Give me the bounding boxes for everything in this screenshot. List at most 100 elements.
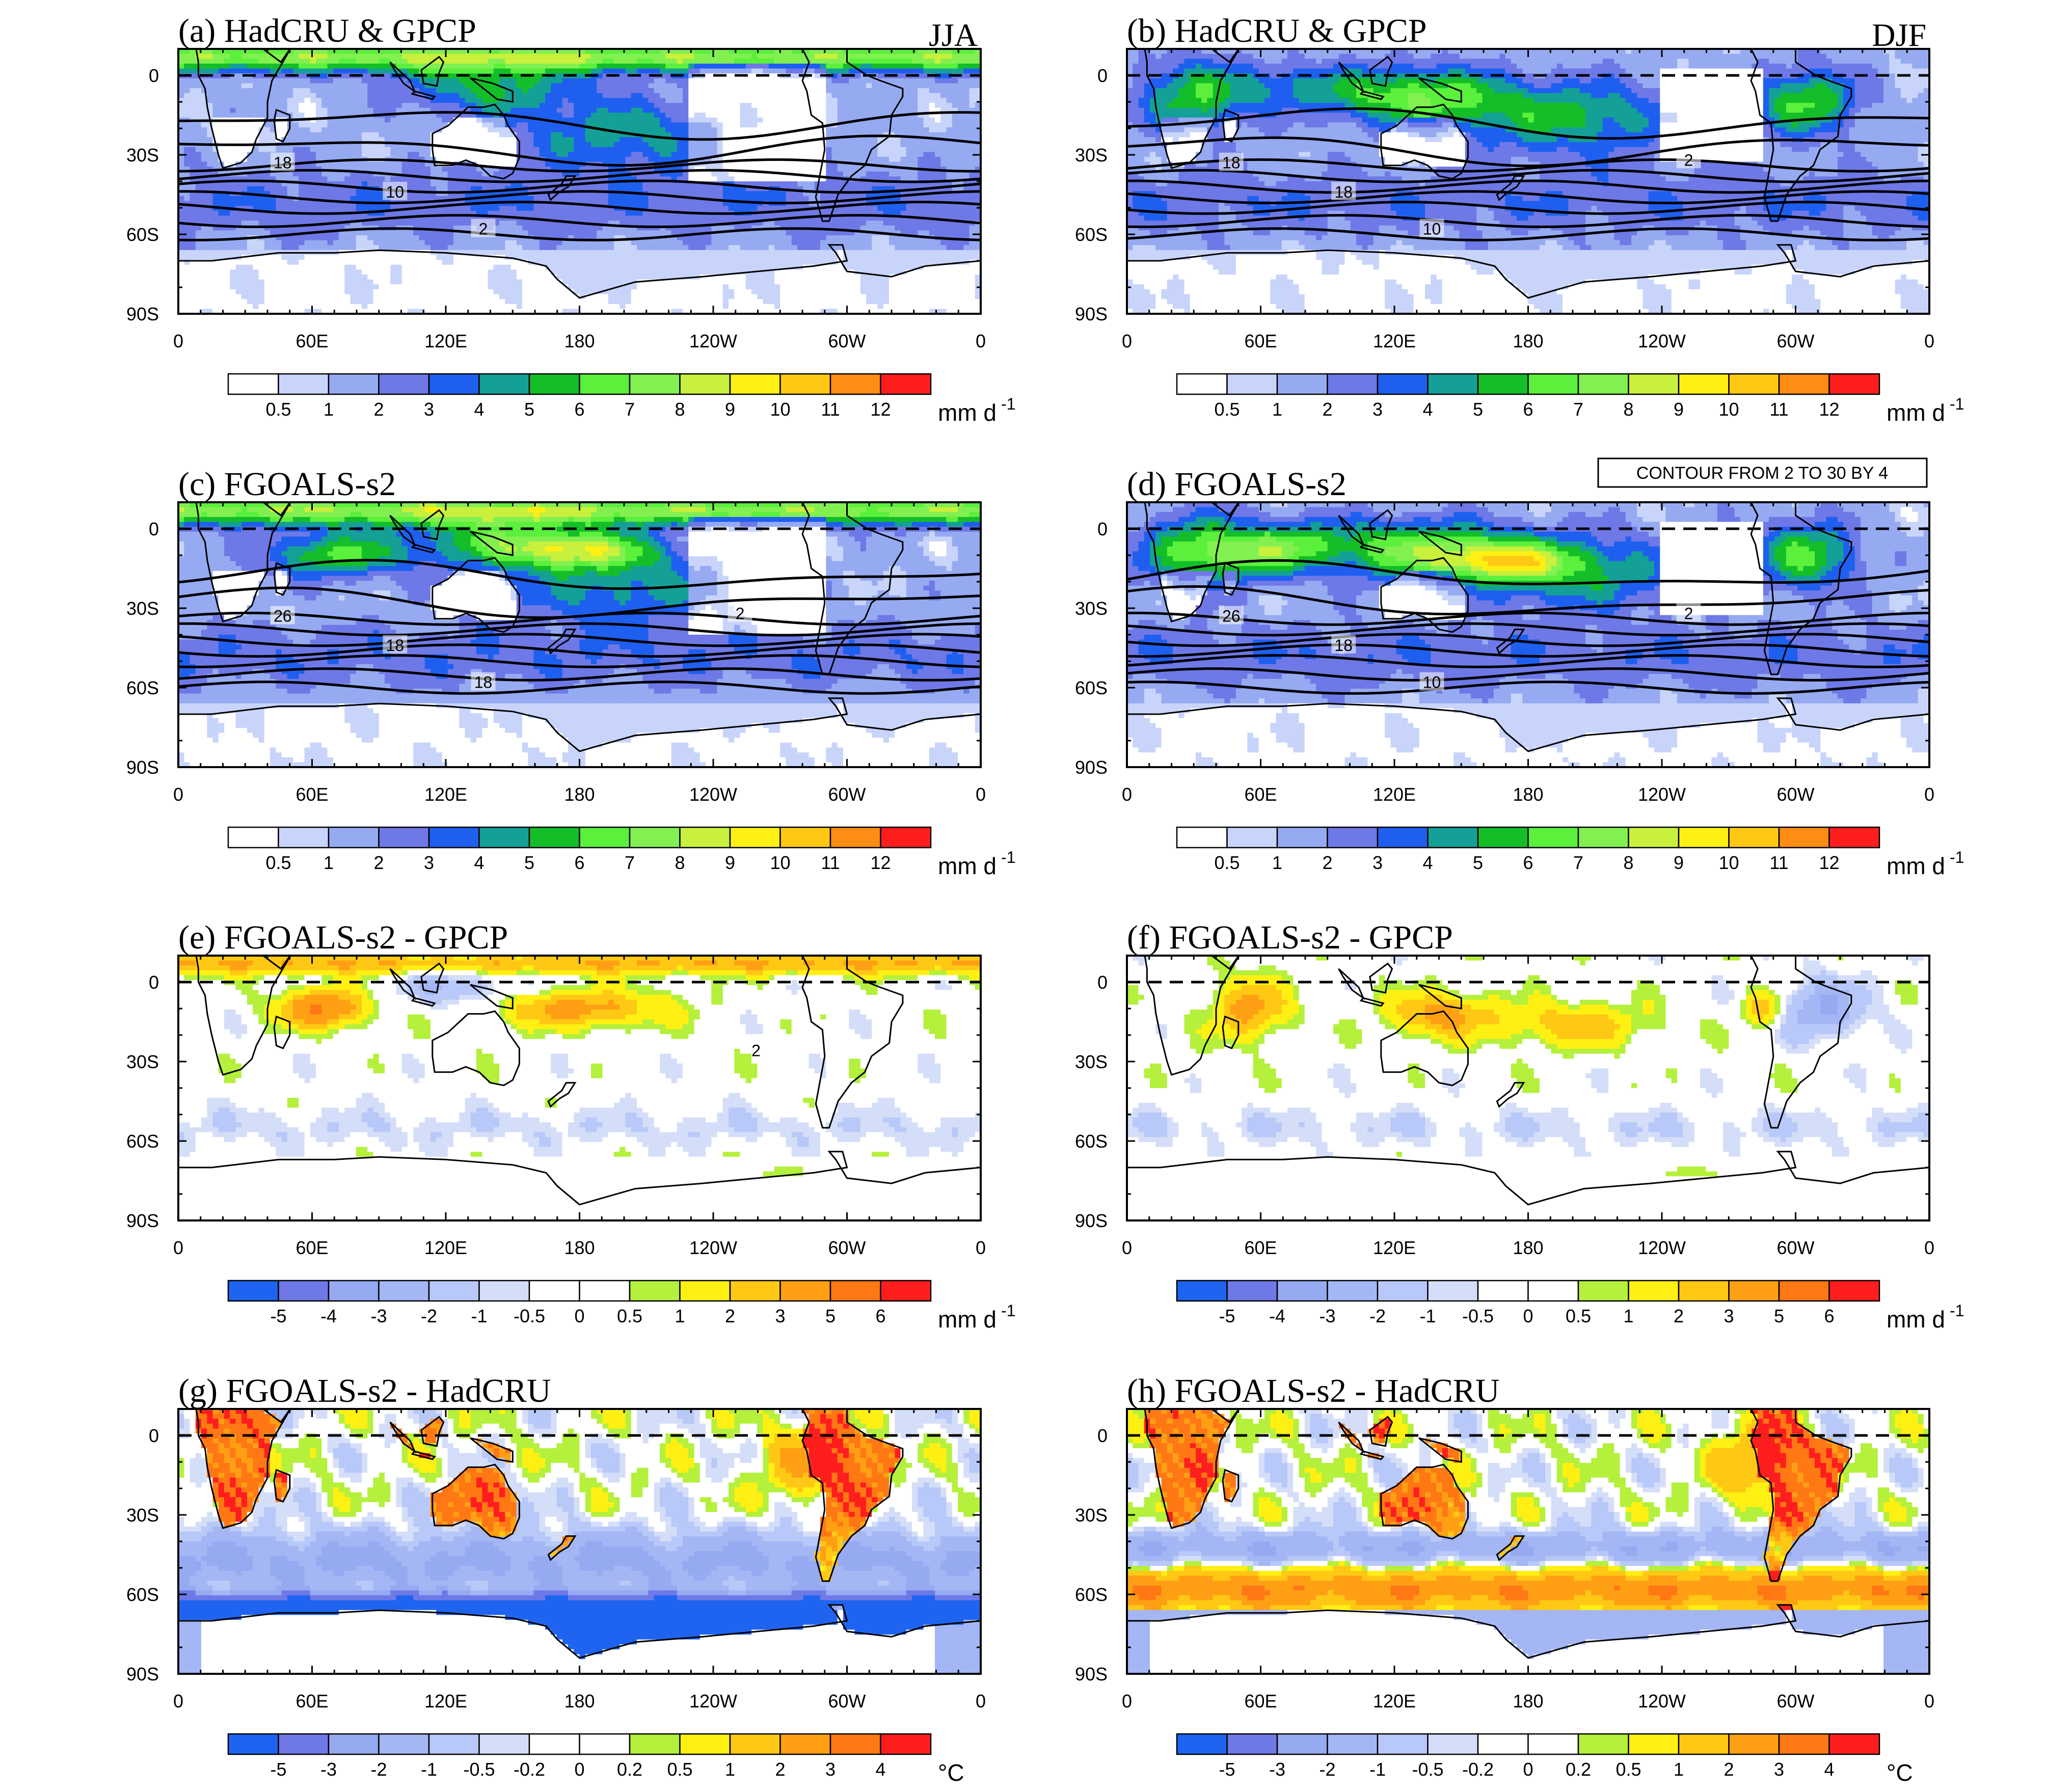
colorbar-swatch [630,1734,680,1754]
colorbar-label: -5 [270,1306,286,1326]
colorbar-unit: mm d [938,1306,997,1333]
colorbar-label: 3 [424,852,434,873]
season-label: DJF [1872,17,1926,53]
contour-label: 18 [274,154,292,172]
contour-label: 26 [274,607,292,626]
colorbar-swatch [830,374,881,394]
colorbar-swatch [1277,374,1328,394]
colorbar-label: 2 [1674,1306,1684,1326]
x-tick-label: 120W [1638,1691,1686,1712]
y-tick-label: 0 [149,519,159,539]
field-h [1127,1409,1930,1674]
x-tick-label: 60W [1776,1237,1814,1258]
colorbar-label: 5 [524,399,534,420]
x-tick-label: 60W [828,784,866,805]
colorbar-label: 7 [1573,399,1583,420]
colorbar-swatch [580,374,630,394]
colorbar-label: -0.5 [514,1306,545,1326]
colorbar-swatch [479,1281,530,1301]
x-tick-label: 0 [976,1691,986,1712]
x-tick-label: 180 [1513,784,1543,805]
colorbar-swatch [379,827,429,848]
y-tick-label: 90S [126,304,159,324]
x-tick-label: 0 [1122,1691,1132,1712]
colorbar-swatch [1779,1734,1829,1754]
x-tick-label: 60W [828,1237,866,1258]
colorbar-swatch [1177,374,1227,394]
colorbar-label: 12 [870,852,891,873]
colorbar-label: 4 [1422,399,1433,420]
colorbar-label: 0.5 [265,399,291,420]
x-tick-label: 60W [1776,1691,1814,1712]
x-tick-label: 0 [1924,331,1934,351]
colorbar-label: -5 [1219,1306,1235,1326]
colorbar-swatch [1478,827,1528,848]
colorbar-swatch [881,1281,931,1301]
colorbar-unit-exponent: -1 [1950,395,1964,413]
colorbar-swatch [580,1734,630,1754]
colorbar-swatch [1378,1734,1428,1754]
colorbar-label: 10 [770,852,790,873]
colorbar-e: -5 -4 -3 -2 -1 -0.5 0 0.5 1 2 3 5 6 mm d -1 [228,1281,1015,1333]
colorbar-label: 3 [1774,1759,1784,1780]
colorbar-label: 12 [870,399,891,420]
colorbar-label: 0 [574,1306,584,1326]
colorbar-label: 2 [775,1759,785,1780]
x-tick-label: 60E [1244,331,1277,351]
colorbar-swatch [1629,1734,1679,1754]
y-tick-label: 30S [126,145,159,166]
x-tick-label: 120W [689,1237,737,1258]
colorbar-label: 4 [474,852,484,873]
colorbar-swatch [1378,374,1428,394]
colorbar-swatch [1528,827,1579,848]
colorbar-swatch [1528,374,1579,394]
colorbar-label: -1 [1369,1759,1386,1780]
colorbar-swatch [1829,374,1880,394]
colorbar-swatch [1629,374,1679,394]
x-tick-label: 60W [828,331,866,351]
x-tick-label: 120W [689,784,737,805]
colorbar-label: -4 [320,1306,337,1326]
colorbar-swatch [1829,1734,1880,1754]
y-tick-label: 0 [1097,972,1108,993]
colorbar-label: 4 [875,1759,885,1780]
colorbar-c: 0.5 1 2 3 4 5 6 7 8 9 10 11 12 mm d -1 [228,827,1015,879]
contour-label: 18 [1334,636,1353,655]
colorbar-swatch [1328,1281,1378,1301]
colorbar-label: 8 [1623,852,1633,873]
colorbar-swatch [1177,827,1227,848]
colorbar-label: 11 [1769,399,1788,420]
y-tick-label: 60S [1075,224,1108,245]
colorbar-label: 2 [373,399,384,420]
colorbar-unit-exponent: -1 [1950,848,1964,866]
colorbar-swatch [1528,1281,1579,1301]
y-tick-label: 60S [126,1131,159,1152]
colorbar-label: -0.5 [463,1759,495,1780]
x-tick-label: 120W [689,1691,737,1712]
colorbar-label: -0.5 [1412,1759,1443,1780]
colorbar-label: 2 [373,852,384,873]
colorbar-label: 10 [770,399,790,420]
colorbar-swatch [780,1281,831,1301]
colorbar-label: 0.5 [1616,1759,1641,1780]
y-tick-label: 30S [1075,1505,1108,1526]
colorbar-label: 5 [524,852,534,873]
panel-title: (a) HadCRU & GPCP [178,12,476,49]
colorbar-label: 9 [1674,852,1684,873]
colorbar-h: -5 -3 -2 -1 -0.5 -0.2 0 0.2 0.5 1 2 3 4 °C [1177,1734,1913,1786]
colorbar-label: 0.5 [667,1759,692,1780]
colorbar-label: -4 [1269,1306,1285,1326]
contour-label: 2 [1684,604,1693,622]
colorbar-swatch [830,1734,881,1754]
x-tick-label: 0 [173,1691,183,1712]
x-tick-label: 60E [295,1237,328,1258]
colorbar-swatch [1227,1281,1278,1301]
colorbar-label: 3 [1372,399,1383,420]
colorbar-label: 5 [1774,1306,1784,1326]
colorbar-swatch [1227,827,1278,848]
colorbar-swatch [279,1281,329,1301]
